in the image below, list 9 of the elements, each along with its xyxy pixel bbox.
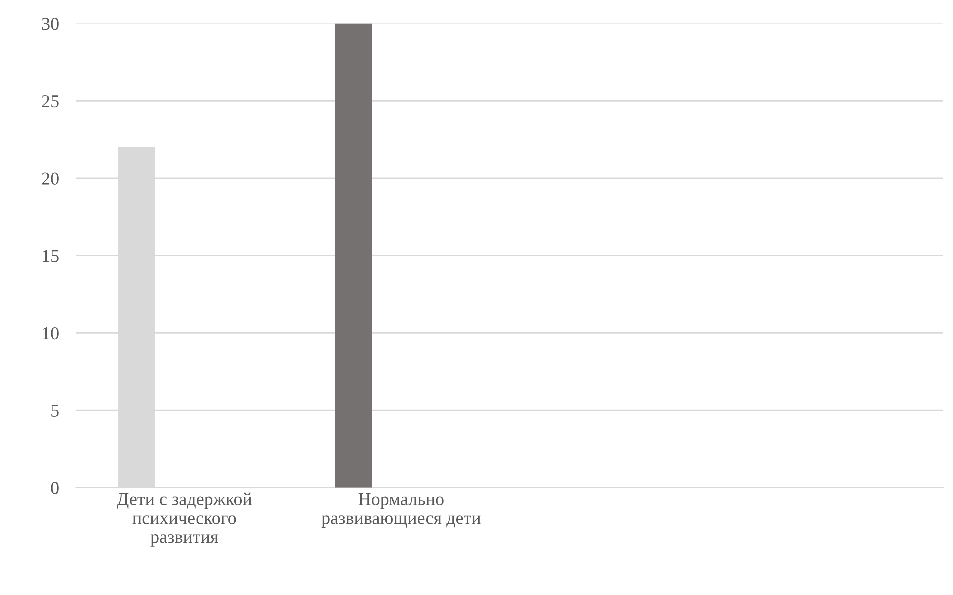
x-tick-label: Дети с задержкой психического развития xyxy=(116,492,252,547)
y-tick-label: 25 xyxy=(42,95,59,108)
y-tick-label: 10 xyxy=(43,327,59,340)
x-tick-label: Нормально развивающиеся дети xyxy=(322,493,481,528)
y-tick-label: 15 xyxy=(43,250,59,262)
y-tick-label: 5 xyxy=(52,404,59,417)
y-tick-label: 0 xyxy=(51,482,59,494)
y-tick-label: 20 xyxy=(42,172,59,185)
y-tick-label: 30 xyxy=(42,18,59,30)
